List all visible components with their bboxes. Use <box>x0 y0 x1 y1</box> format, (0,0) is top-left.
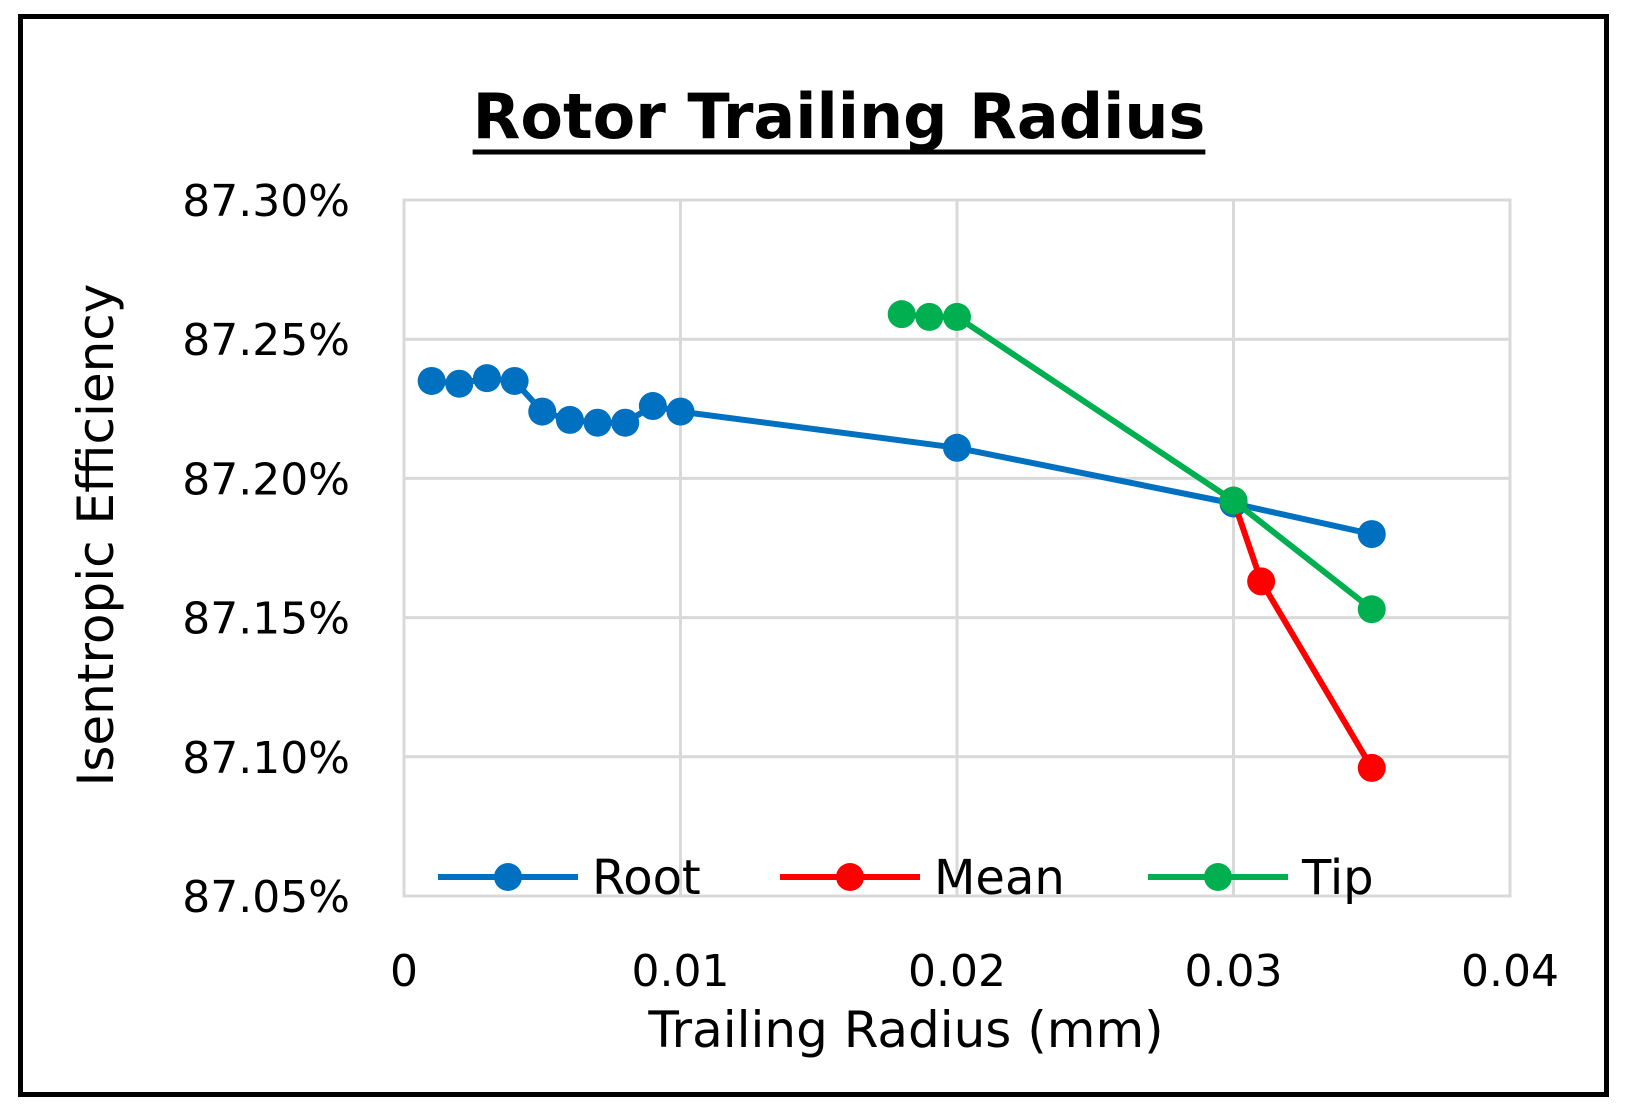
legend-item-tip: Tip <box>1148 850 1374 906</box>
root-data-point <box>472 364 501 393</box>
tip-series-line <box>901 311 1374 612</box>
series-layer <box>417 300 1386 782</box>
legend: Root Mean Tip <box>438 850 1374 906</box>
root-data-point <box>417 366 446 395</box>
legend-tip-marker <box>1204 863 1232 891</box>
x-tick-label: 0.03 <box>1185 946 1283 997</box>
legend-mean-label: Mean <box>934 850 1065 906</box>
chart-frame <box>18 14 1609 1097</box>
y-axis-label: Isentropic Efficiency <box>67 284 125 787</box>
tip-data-point <box>887 300 916 329</box>
root-data-point <box>445 369 474 398</box>
series-tip <box>887 300 1386 624</box>
x-tick-label: 0.04 <box>1461 946 1559 997</box>
legend-root-label: Root <box>592 850 701 906</box>
mean-data-point <box>1247 567 1276 596</box>
tip-data-point <box>1219 486 1248 515</box>
mean-data-point <box>1357 753 1386 782</box>
legend-mean-marker <box>836 863 864 891</box>
root-data-point <box>500 366 529 395</box>
root-data-point <box>528 397 557 426</box>
legend-item-mean: Mean <box>780 850 1065 906</box>
y-tick-label: 87.30% <box>182 176 350 227</box>
root-data-point <box>666 397 695 426</box>
x-tick-label: 0.02 <box>908 946 1006 997</box>
root-data-point <box>555 405 584 434</box>
tip-data-point <box>943 302 971 331</box>
legend-root-marker <box>494 863 522 891</box>
y-tick-label: 87.20% <box>182 454 350 505</box>
chart-title: Rotor Trailing Radius <box>473 80 1206 153</box>
root-data-point <box>638 392 667 421</box>
tip-data-point <box>915 302 944 331</box>
tick-labels: 87.05% 87.10% 87.15% 87.20% 87.25% 87.30% 0 0.0… <box>182 176 1559 997</box>
y-tick-label: 87.05% <box>182 872 350 923</box>
root-data-point <box>583 408 612 437</box>
x-axis-label: Trailing Radius (mm) <box>647 1001 1163 1059</box>
y-tick-label: 87.10% <box>182 733 350 784</box>
root-data-point <box>611 408 640 437</box>
y-tick-label: 87.15% <box>182 594 350 645</box>
plot-area-border <box>402 198 1512 898</box>
root-data-point <box>943 433 971 462</box>
series-root <box>417 364 1386 549</box>
tip-data-point <box>1357 595 1386 624</box>
x-tick-label: 0.01 <box>632 946 730 997</box>
root-data-point <box>1357 520 1386 549</box>
mean-series-line <box>1230 499 1375 770</box>
legend-tip-label: Tip <box>1301 850 1374 906</box>
y-tick-label: 87.25% <box>182 315 350 366</box>
x-tick-label: 0 <box>390 946 418 997</box>
legend-item-root: Root <box>438 850 701 906</box>
